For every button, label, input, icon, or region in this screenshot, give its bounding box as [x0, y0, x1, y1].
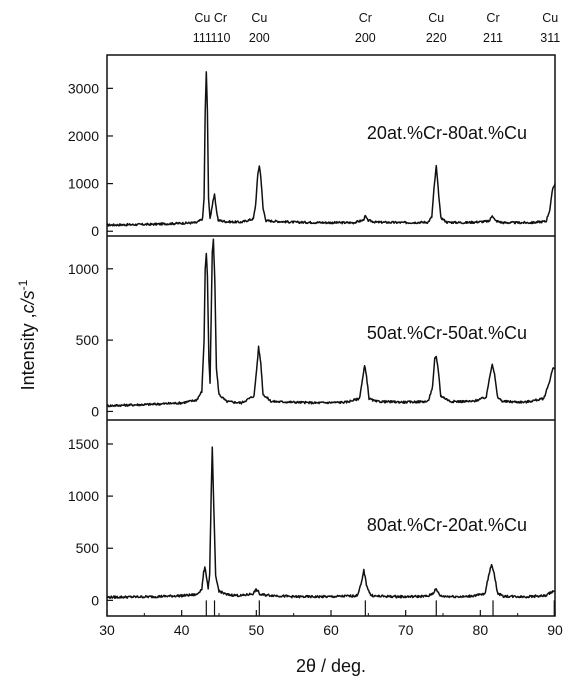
peak-hkl-label: 111	[193, 31, 212, 45]
y-tick-label: 1000	[68, 261, 99, 277]
peak-element-label: Cu	[542, 11, 558, 25]
axes-layer: 30 40 50 60 70 80 90 0 1000 2000 3000 0 500 1000 0 500 1…	[68, 80, 563, 638]
peak-hkl-label: 311	[540, 31, 560, 45]
peak-hkl-label: 220	[426, 31, 447, 45]
panel-annotation-3: 80at.%Cr-20at.%Cu	[367, 515, 527, 535]
peak-hkl-label: 200	[355, 31, 376, 45]
x-tick-label: 70	[398, 622, 414, 638]
series-trace-1	[106, 71, 556, 227]
y-axis-title-unit: c/s	[18, 290, 38, 313]
y-tick-label: 1000	[68, 488, 99, 504]
y-tick-label: 3000	[68, 80, 99, 96]
x-tick-label: 50	[249, 622, 265, 638]
y-tick-label: 2000	[68, 128, 99, 144]
y-tick-label: 500	[76, 540, 100, 556]
peak-element-label: Cu	[428, 11, 444, 25]
series-trace-2	[106, 238, 556, 408]
panel-annotation-1: 20at.%Cr-80at.%Cu	[367, 123, 527, 143]
y-tick-label: 0	[91, 592, 99, 608]
peak-hkl-label: 211	[483, 31, 503, 45]
x-tick-label: 40	[174, 622, 190, 638]
x-axis-title: 2θ / deg.	[296, 656, 366, 676]
x-tick-label: 80	[473, 622, 489, 638]
x-tick-label: 90	[547, 622, 563, 638]
peak-element-label: Cr	[486, 11, 499, 25]
series-trace-3	[106, 446, 556, 599]
series-layer	[106, 71, 556, 616]
peak-element-label: Cr	[359, 11, 372, 25]
peak-element-label: Cu	[251, 11, 267, 25]
x-tick-label: 30	[99, 622, 115, 638]
peak-element-label: Cu	[194, 11, 210, 25]
y-tick-label: 1000	[68, 176, 99, 192]
y-tick-label: 0	[91, 223, 99, 239]
y-axis-title: Intensity ,c/s-1	[16, 279, 38, 390]
x-tick-label: 60	[323, 622, 339, 638]
y-tick-label: 500	[76, 332, 100, 348]
peak-hkl-label: 110	[211, 31, 231, 45]
y-axis-title-main: Intensity ,	[18, 313, 38, 390]
panel-annotation-2: 50at.%Cr-50at.%Cu	[367, 323, 527, 343]
y-tick-label: 1500	[68, 436, 99, 452]
y-tick-label: 0	[91, 403, 99, 419]
peak-hkl-label: 200	[249, 31, 270, 45]
peak-element-label: Cr	[214, 11, 227, 25]
y-axis-title-exponent: -1	[16, 279, 30, 290]
